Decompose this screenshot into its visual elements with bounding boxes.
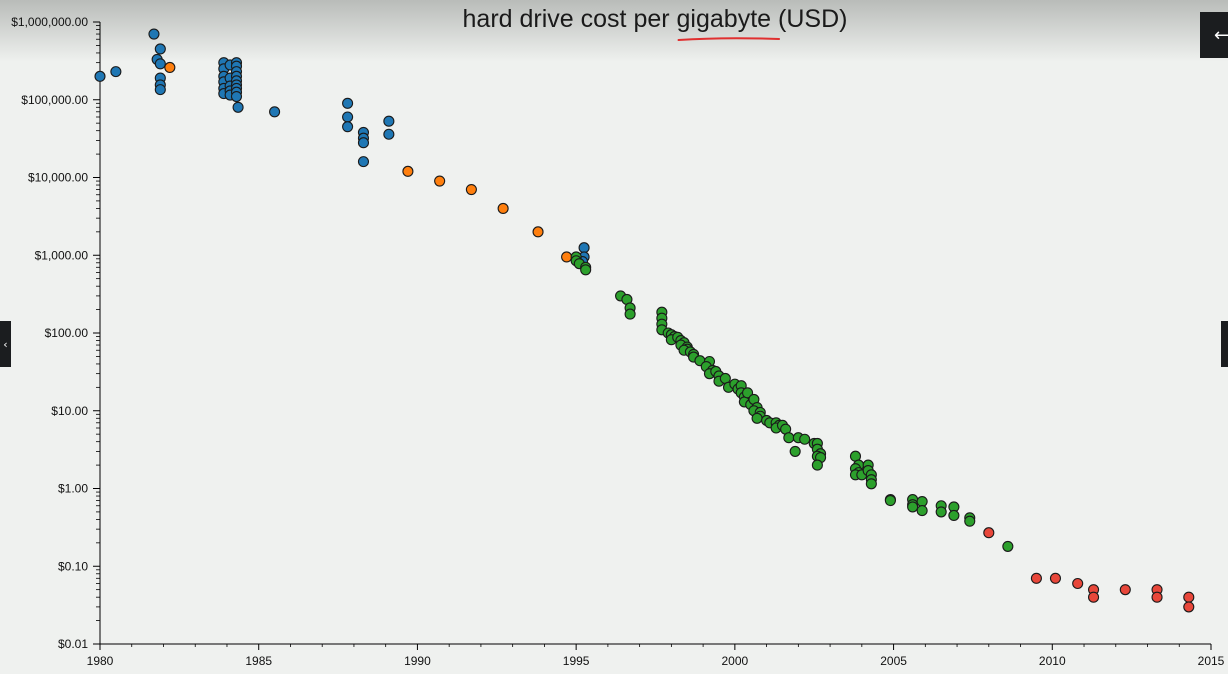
data-point [1002, 540, 1014, 552]
arrow-left-icon: ← [1214, 24, 1228, 46]
data-point [884, 494, 896, 507]
data-point [342, 97, 354, 109]
data-point [865, 478, 877, 490]
x-tick-label: 2010 [1039, 654, 1066, 668]
data-point [789, 445, 801, 457]
data-point [1151, 591, 1163, 603]
data-point [357, 156, 370, 168]
y-tick-label: $0.01 [58, 637, 88, 651]
y-tick-label: $10.00 [51, 404, 88, 418]
data-point [497, 202, 509, 214]
data-point [561, 251, 573, 263]
x-tick-label: 1980 [87, 654, 114, 668]
x-tick-label: 2005 [880, 654, 907, 668]
data-point [1183, 591, 1195, 603]
x-tick-label: 1990 [404, 654, 431, 668]
y-tick-label: $1,000.00 [35, 248, 89, 262]
data-point [983, 527, 995, 539]
data-point [811, 459, 823, 471]
data-point [230, 90, 243, 103]
data-point [935, 506, 947, 518]
data-point [434, 175, 446, 187]
data-point [742, 387, 754, 399]
chart-points [94, 28, 1195, 613]
x-tick-label: 1995 [563, 654, 590, 668]
chevron-left-icon: ‹ [3, 337, 8, 351]
back-arrow-button[interactable]: ← [1200, 12, 1228, 58]
title-underline-mark [677, 37, 781, 41]
data-point [580, 264, 592, 276]
data-point [799, 433, 811, 445]
data-point [948, 509, 960, 522]
data-point [342, 111, 354, 123]
data-point [357, 137, 370, 149]
data-point [1119, 584, 1131, 596]
x-tick-label: 1985 [245, 654, 272, 668]
data-point [578, 242, 590, 254]
data-point [907, 501, 919, 513]
data-point [110, 66, 122, 78]
y-tick-label: $100.00 [45, 326, 89, 340]
data-point [402, 165, 414, 177]
data-point [964, 515, 976, 527]
data-point [465, 183, 477, 196]
data-point [532, 226, 544, 238]
data-point [342, 121, 354, 133]
y-tick-label: $10,000.00 [28, 171, 88, 185]
next-button[interactable] [1221, 321, 1228, 367]
y-tick-label: $0.10 [58, 559, 88, 573]
chart-axes: $1,000,000.00 $100,000.00 $10,000.00 $1,000… [11, 15, 1224, 668]
data-point [383, 128, 395, 140]
data-point [154, 58, 166, 70]
data-point [1049, 572, 1062, 584]
data-point [1030, 572, 1042, 584]
data-point [751, 412, 763, 424]
data-point [1088, 591, 1100, 603]
data-point [783, 432, 795, 444]
y-tick-label: $1.00 [58, 482, 88, 496]
y-tick-label: $100,000.00 [21, 93, 88, 107]
data-point [148, 28, 160, 40]
data-point [154, 43, 166, 55]
data-point [154, 84, 166, 96]
data-point [232, 101, 244, 113]
previous-button[interactable]: ‹ [0, 321, 11, 367]
data-point [164, 61, 176, 74]
data-point [1072, 577, 1084, 590]
data-point [94, 70, 106, 82]
data-point [916, 505, 928, 517]
data-point [1183, 601, 1195, 613]
x-tick-label: 2015 [1198, 654, 1225, 668]
data-point [269, 106, 281, 118]
chart-title: hard drive cost per gigabyte (USD) [463, 5, 848, 33]
x-tick-label: 2000 [722, 654, 749, 668]
data-point [383, 115, 395, 127]
data-point [916, 495, 928, 508]
y-tick-label: $1,000,000.00 [11, 15, 88, 29]
data-point [624, 308, 636, 320]
